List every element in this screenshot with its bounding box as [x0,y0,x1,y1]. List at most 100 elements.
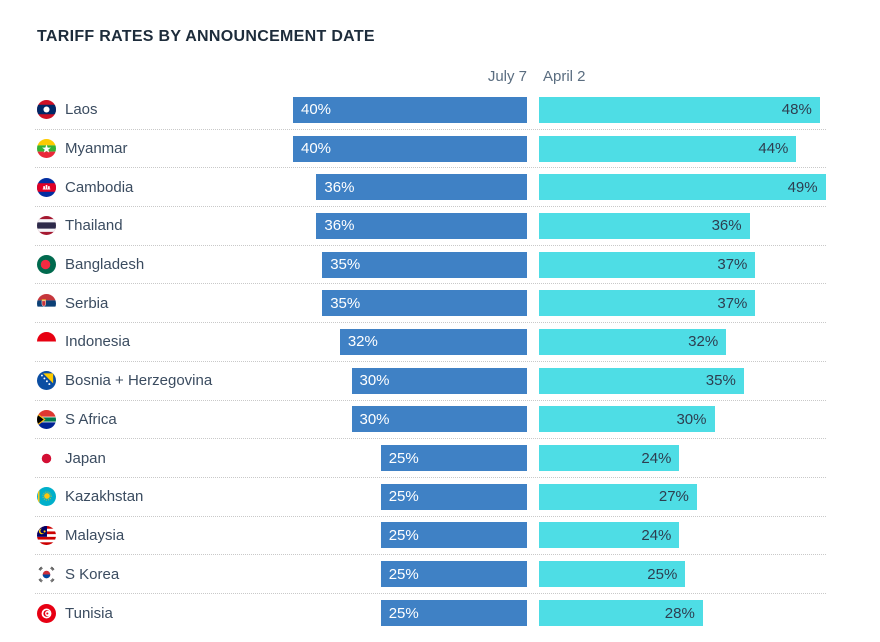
july7-bar: 25% [380,445,527,472]
country-label: Thailand [65,217,123,235]
july7-bar: 25% [380,600,527,627]
table-row: Serbia 35% 37% [35,284,826,324]
cambodia-flag-icon [37,177,56,197]
country-label: Tunisia [65,604,113,622]
kazakhstan-flag-icon [37,487,56,507]
july7-bar-value: 40% [301,101,332,119]
april2-bar-value: 37% [717,294,748,312]
table-row: S Korea 25% 25% [35,555,826,594]
april2-bar: 30% [539,406,715,433]
south-korea-flag-icon [37,564,56,584]
july7-bar-zone: 30% [257,406,527,433]
country-label: Serbia [65,294,109,312]
april2-bar-value: 36% [711,217,742,235]
april2-bar-value: 25% [647,565,678,583]
july7-bar: 25% [380,483,527,510]
chart-title: TARIFF RATES BY ANNOUNCEMENT DATE [37,28,375,45]
july7-bar-value: 25% [388,604,419,622]
july7-bar-zone: 30% [257,367,527,394]
table-row: Japan 25% 24% [35,439,826,478]
april2-bar: 32% [539,328,727,355]
country-cell: Bosnia + Herzegovina [35,371,257,391]
april2-bar-value: 32% [688,333,719,351]
country-cell: Serbia [35,293,257,313]
july7-bar: 35% [322,290,527,317]
july7-bar-zone: 35% [257,251,527,278]
july7-bar-zone: 40% [257,135,527,162]
country-label: Bangladesh [65,256,145,274]
april2-bar: 44% [539,135,797,162]
laos-flag-icon [37,100,56,120]
table-row: Cambodia 36% 49% [35,168,826,208]
april2-bar-value: 48% [781,101,812,119]
table-row: Tunisia 25% 28% [35,594,826,633]
july7-bar: 30% [351,367,527,394]
country-label: Indonesia [65,333,131,351]
april2-bar-zone: 24% [539,522,826,549]
tunisia-flag-icon [37,603,56,623]
table-row: Kazakhstan 25% 27% [35,478,826,517]
table-row: Thailand 36% 36% [35,207,826,246]
tariff-chart: July 7 April 2 Laos 40% 48% Myanmar 40% 44% Ca… [35,63,826,633]
column-headers: July 7 April 2 [35,63,826,91]
april2-bar-zone: 35% [539,367,826,394]
bangladesh-flag-icon [37,255,56,275]
april2-bar: 35% [539,367,744,394]
country-label: Japan [65,449,106,467]
april2-bar: 37% [539,251,756,278]
july7-bar-value: 25% [388,488,419,506]
april2-bar-zone: 36% [539,212,826,239]
april2-bar-zone: 49% [539,174,826,201]
july7-bar-value: 36% [324,217,355,235]
april2-bar-value: 27% [658,488,689,506]
july7-bar: 30% [351,406,527,433]
chart-rows: Laos 40% 48% Myanmar 40% 44% Cambodia 36% 49% Tha… [35,91,826,633]
july7-bar-value: 30% [359,372,390,390]
country-cell: S Africa [35,409,257,429]
july7-bar-value: 25% [388,565,419,583]
july7-bar-value: 25% [388,526,419,544]
thailand-flag-icon [37,216,56,236]
july7-bar-zone: 35% [257,290,527,317]
country-label: S Africa [65,410,117,428]
south-africa-flag-icon [37,409,56,429]
april2-bar-zone: 27% [539,483,826,510]
country-cell: Cambodia [35,177,257,197]
country-cell: Bangladesh [35,255,257,275]
april2-bar: 37% [539,290,756,317]
july7-bar-value: 25% [388,449,419,467]
serbia-flag-icon [37,293,56,313]
april2-bar-value: 44% [758,140,789,158]
country-cell: Tunisia [35,603,257,623]
table-row: Indonesia 32% 32% [35,323,826,362]
april2-bar-value: 24% [641,449,672,467]
april2-bar-zone: 37% [539,290,826,317]
indonesia-flag-icon [37,332,56,352]
july7-bar-zone: 25% [257,483,527,510]
column-header-july7: July 7 [487,68,527,85]
july7-bar: 36% [316,174,527,201]
malaysia-flag-icon [37,525,56,545]
country-cell: Japan [35,448,257,468]
april2-bar-zone: 48% [539,96,826,123]
july7-bar-zone: 25% [257,445,527,472]
april2-bar-zone: 30% [539,406,826,433]
country-cell: S Korea [35,564,257,584]
april2-bar-value: 30% [676,410,707,428]
april2-bar-zone: 25% [539,561,826,588]
country-cell: Thailand [35,216,257,236]
july7-bar-value: 30% [359,410,390,428]
july7-bar: 32% [339,328,527,355]
april2-bar: 48% [539,96,820,123]
myanmar-flag-icon [37,139,56,159]
country-label: Malaysia [65,526,125,544]
country-cell: Indonesia [35,332,257,352]
country-cell: Malaysia [35,525,257,545]
april2-bar-zone: 32% [539,328,826,355]
july7-bar: 25% [380,561,527,588]
april2-bar-value: 35% [705,372,736,390]
july7-bar: 40% [293,135,527,162]
april2-bar-value: 37% [717,256,748,274]
july7-bar-zone: 25% [257,561,527,588]
july7-bar-value: 35% [330,294,361,312]
